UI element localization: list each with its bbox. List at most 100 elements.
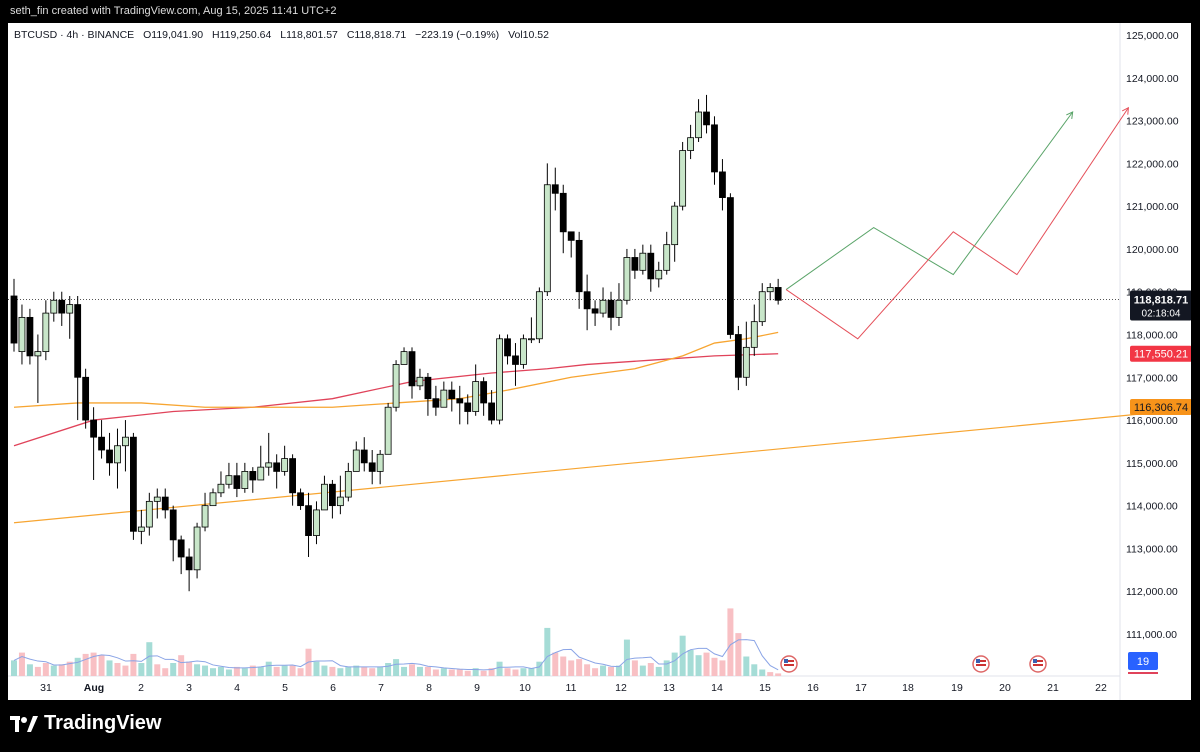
volume-bar (528, 668, 535, 676)
us-event-icon-stripe (976, 660, 986, 662)
event-count-badge (1128, 652, 1158, 670)
volume-bar (42, 663, 49, 676)
volume-bar (735, 633, 742, 676)
candle-body (480, 381, 488, 404)
volume-bar (281, 665, 288, 676)
time-tick-label: 14 (711, 682, 723, 694)
candle-body (74, 304, 82, 378)
volume-bar (663, 660, 670, 676)
candle-body (10, 295, 18, 344)
volume-bar (512, 669, 519, 676)
volume-bar (393, 659, 400, 676)
time-tick-label: 13 (663, 682, 675, 694)
candle-body (583, 291, 591, 310)
event-count-label: 19 (1137, 656, 1149, 668)
candle-body (392, 364, 400, 408)
candle-body (607, 299, 615, 318)
candle-body (281, 458, 289, 472)
candle-body (145, 500, 153, 528)
candle-body (209, 492, 217, 507)
candle-body (520, 338, 527, 365)
volume-bar (114, 663, 121, 676)
volume-bar (719, 660, 726, 676)
candle-body (384, 406, 392, 455)
candle-body (512, 355, 519, 365)
time-tick-label: 17 (855, 682, 867, 694)
price-tick-label: 121,000.00 (1126, 201, 1179, 213)
candle-body (559, 192, 567, 233)
ma-value-badge (1130, 345, 1191, 362)
candle-body (305, 505, 312, 536)
volume-bar (679, 635, 686, 676)
bar-countdown: 02:18:04 (1142, 308, 1181, 319)
candle-body (424, 376, 432, 400)
chart-frame[interactable]: 125,000.00 124,000.00 123,000.00 122,000.00… (8, 23, 1191, 700)
candle-body (440, 389, 448, 408)
ma-value-text: 116,306.74 (1134, 402, 1188, 414)
price-tick-label: 117,000.00 (1126, 372, 1178, 384)
volume-bar (448, 669, 455, 676)
us-event-icon-canton (1033, 659, 1037, 663)
candle-body (734, 334, 742, 378)
candle-body (82, 376, 90, 421)
candle-body (313, 509, 320, 536)
candle-body (360, 449, 368, 464)
volume-bar (11, 660, 17, 676)
candle-body (432, 398, 440, 408)
candle-body (711, 124, 718, 173)
volume-bar (631, 660, 638, 676)
open-value: O119,041.90 (143, 29, 204, 41)
candle-body (567, 231, 575, 241)
volume-bar (655, 666, 662, 676)
volume-bar (345, 666, 352, 676)
price-tick-label: 122,000.00 (1126, 158, 1179, 170)
volume-bar (639, 665, 646, 676)
volume-bar (520, 668, 527, 676)
price-tick-label: 125,000.00 (1126, 30, 1179, 42)
volume-bar (456, 669, 463, 676)
candle-body (98, 436, 105, 451)
volume-bar (66, 661, 73, 676)
volume-bar (544, 627, 551, 676)
close-value: C118,818.71 (346, 29, 407, 41)
candle-body (257, 466, 265, 481)
volume-bar (289, 665, 296, 676)
candle-body (352, 449, 360, 472)
projection-green-arrow-arrowhead (1066, 111, 1074, 120)
volume-bar (138, 663, 145, 676)
candle-body (774, 287, 782, 301)
candle-body (448, 389, 456, 400)
time-tick-label: 22 (1095, 682, 1107, 694)
projection-red-arrow (785, 107, 1129, 340)
candle-body (528, 338, 535, 341)
ma-value-text: 117,550.21 (1134, 349, 1188, 361)
volume-bar (273, 666, 280, 676)
time-tick-label: 18 (902, 682, 914, 694)
price-chart[interactable]: 125,000.00 124,000.00 123,000.00 122,000.00… (8, 23, 1191, 700)
candle-body (201, 505, 209, 528)
volume-bar (170, 663, 177, 676)
volume-bar (695, 655, 702, 676)
candle-body (695, 111, 702, 139)
volume-bar (265, 661, 272, 676)
ma-value-badge (1130, 398, 1191, 415)
current-price-badge (1130, 290, 1191, 321)
price-tick-label: 113,000.00 (1126, 543, 1178, 555)
volume-ma-line (13, 639, 779, 671)
candle-body (66, 304, 74, 314)
us-event-icon-stripe (1033, 664, 1043, 666)
candle-body (496, 338, 503, 421)
candle-body (766, 287, 774, 293)
tradingview-logo[interactable]: TradingView (10, 712, 161, 735)
projection-green-arrow (785, 111, 1074, 290)
candle-body (464, 402, 472, 412)
volume-bar (98, 655, 105, 676)
volume-bar (297, 668, 304, 676)
time-tick-label: 5 (282, 682, 288, 694)
candle-body (241, 471, 249, 489)
candle-body (106, 449, 113, 464)
candle-body (472, 381, 480, 412)
price-tick-label: 112,000.00 (1126, 586, 1178, 598)
price-tick-label: 111,000.00 (1126, 629, 1177, 641)
volume-bar (432, 669, 439, 676)
